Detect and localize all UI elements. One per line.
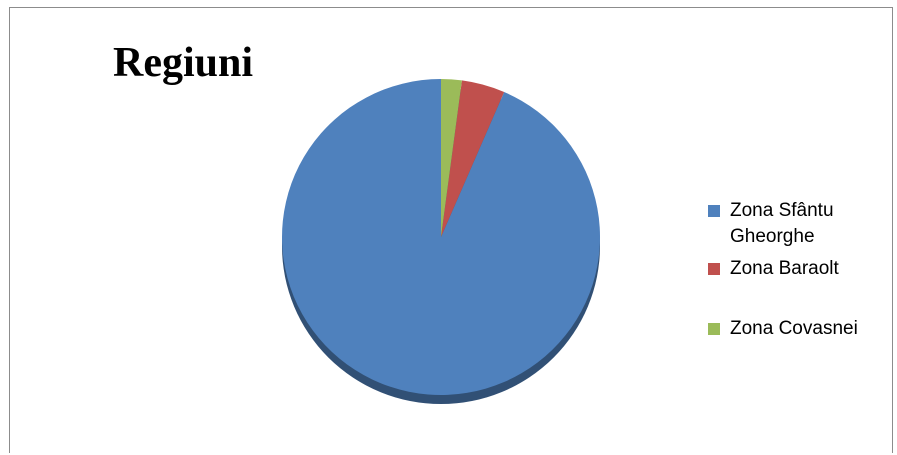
legend-label: Zona Covasnei (730, 318, 858, 339)
pie-slice-1 (441, 80, 505, 238)
chart-title: Regiuni (113, 40, 254, 86)
pie-slice-0 (282, 79, 601, 395)
legend-swatch (708, 205, 720, 217)
legend-label: Zona Sfântu Gheorghe (730, 200, 834, 247)
legend-swatch (708, 323, 720, 335)
legend-swatch (708, 263, 720, 275)
legend-label: Zona Baraolt (730, 258, 839, 279)
pie-slice-2 (441, 79, 462, 237)
